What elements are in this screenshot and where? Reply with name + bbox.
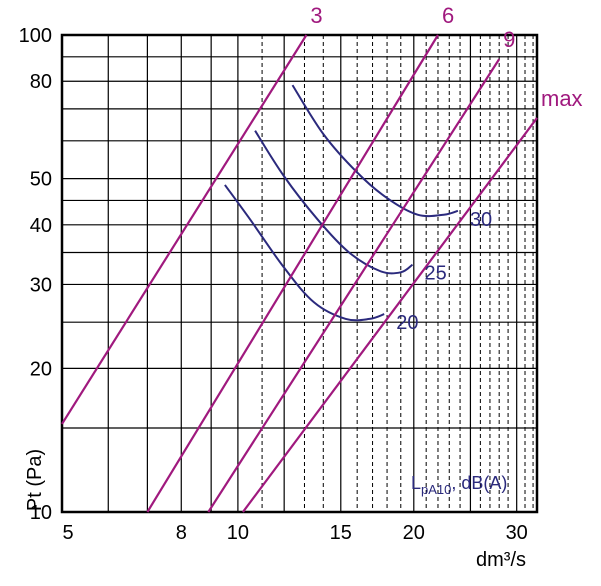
grid-layer (60, 33, 539, 514)
noise-curve-30 (291, 84, 459, 218)
y-tick-label: 100 (19, 25, 52, 47)
y-tick-label: 30 (30, 274, 52, 296)
x-tick-label: 10 (227, 522, 249, 544)
legend-label-main: L (411, 473, 421, 493)
noise-curve-label: 25 (425, 263, 447, 285)
x-tick-label: 30 (506, 522, 528, 544)
system-line-label: max (541, 86, 583, 111)
label-layer: Pt (Pa) dm³/s LpA10, dB(A) 10 20 30 40 50 80 1… (19, 3, 583, 571)
system-line-label: 3 (310, 3, 322, 28)
noise-curve-label: 20 (396, 312, 418, 334)
system-line-label: 9 (503, 27, 515, 52)
y-axis-title: Pt (Pa) (24, 449, 46, 511)
legend-label: LpA10, dB(A) (411, 473, 507, 497)
system-line-3 (61, 34, 308, 425)
x-axis-title: dm³/s (476, 549, 526, 571)
y-tick-label: 20 (30, 358, 52, 380)
x-tick-label: 15 (330, 522, 352, 544)
noise-curve-label: 30 (470, 209, 492, 231)
x-tick-label: 5 (62, 522, 73, 544)
system-line-label: 6 (442, 3, 454, 28)
legend-label-sub: pA10 (421, 482, 451, 497)
x-tick-label: 20 (403, 522, 425, 544)
noise-curve-20 (224, 184, 385, 322)
y-tick-label: 40 (30, 215, 52, 237)
y-tick-label: 10 (30, 502, 52, 524)
legend-label-tail: , dB(A) (451, 473, 507, 493)
x-tick-label: 8 (176, 522, 187, 544)
y-tick-label: 80 (30, 71, 52, 93)
line-layer (61, 34, 538, 513)
plot-frame (60, 33, 539, 514)
system-line-6 (146, 34, 439, 513)
system-line-9 (207, 58, 501, 513)
system-line-max (242, 117, 538, 513)
noise-curve-25 (254, 130, 414, 275)
y-tick-label: 50 (30, 169, 52, 191)
